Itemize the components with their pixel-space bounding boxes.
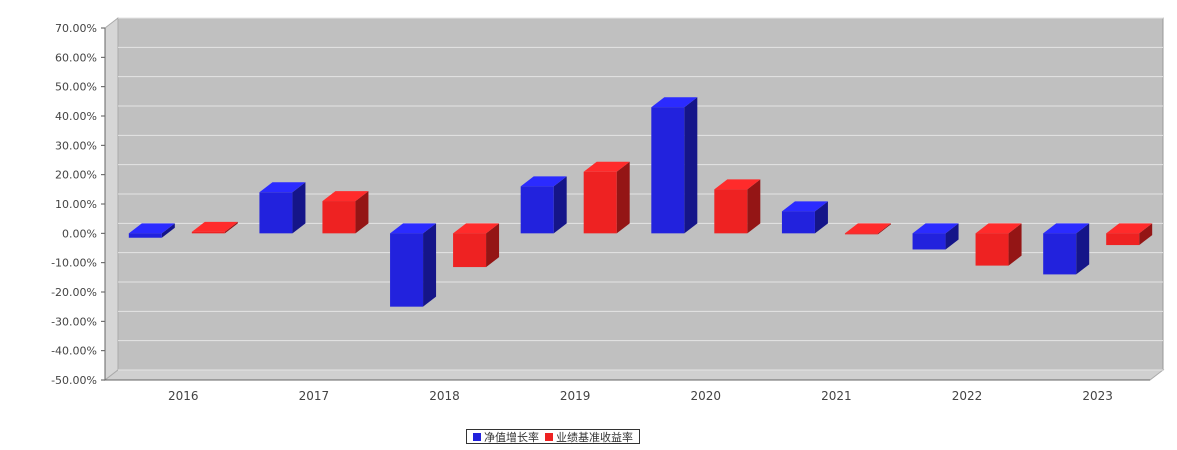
bar-top (1043, 223, 1090, 234)
y-tick-label: -20.00% (51, 286, 97, 299)
bar-side (877, 223, 891, 235)
bar-top (583, 161, 630, 172)
bar-top (714, 179, 761, 190)
plot-floor (103, 369, 1165, 381)
y-tick-label: 30.00% (55, 139, 97, 152)
bar-top (520, 176, 567, 187)
x-tick-label: 2016 (168, 389, 199, 403)
bar (390, 233, 424, 307)
bar-top (651, 97, 698, 108)
bar-side (423, 223, 437, 307)
y-tick-label: -30.00% (51, 315, 97, 328)
y-tick-label: -40.00% (51, 345, 97, 358)
bar (322, 201, 356, 234)
bar (781, 211, 815, 234)
bar-side (1076, 223, 1090, 275)
plot-left-wall (104, 16, 119, 382)
y-tick-label: 10.00% (55, 198, 97, 211)
legend-label-series-2: 业绩基准收益率 (556, 430, 633, 444)
y-tick-label: -10.00% (51, 257, 97, 270)
bar (1106, 233, 1140, 246)
bar (651, 107, 685, 234)
bar-side (1139, 223, 1153, 246)
x-tick-label: 2018 (429, 389, 460, 403)
legend-swatch-series-1 (473, 432, 481, 441)
bar-top (975, 223, 1022, 234)
bar-top (453, 223, 500, 234)
legend-swatch-series-2 (545, 432, 553, 441)
bar (844, 233, 878, 235)
bar-top (390, 223, 437, 234)
y-tick-label: -50.00% (51, 374, 97, 387)
bar (583, 171, 617, 234)
bar (453, 233, 487, 268)
bar-top (781, 201, 828, 212)
y-tick-label: 40.00% (55, 110, 97, 123)
bar (714, 189, 748, 234)
bar-side (747, 179, 761, 234)
bar-top (128, 223, 175, 234)
bar (128, 233, 162, 238)
bar-side (945, 223, 959, 250)
bar (191, 231, 225, 234)
bar-side (161, 223, 175, 238)
y-tick-label: 70.00% (55, 22, 97, 35)
x-tick-label: 2022 (952, 389, 983, 403)
bar-side (1008, 223, 1022, 266)
chart-legend: 净值增长率 业绩基准收益率 (466, 429, 640, 444)
bar-top (322, 191, 369, 202)
legend-item-series-1: 净值增长率 (473, 429, 539, 445)
bar (520, 186, 554, 234)
bar (975, 233, 1009, 266)
y-tick-label: 20.00% (55, 169, 97, 182)
bar-side (355, 191, 369, 234)
bar-side (553, 176, 567, 234)
legend-item-series-2: 业绩基准收益率 (545, 429, 633, 445)
bar-top (912, 223, 959, 234)
bar (912, 233, 946, 250)
x-tick-label: 2017 (299, 389, 330, 403)
bar (259, 192, 293, 234)
x-tick-label: 2020 (691, 389, 722, 403)
bar-side (684, 97, 698, 234)
bar-side (224, 221, 238, 234)
y-tick-label: 50.00% (55, 81, 97, 94)
x-tick-label: 2023 (1082, 389, 1113, 403)
bar (1043, 233, 1077, 275)
bar-side (486, 223, 500, 268)
bar-side (292, 182, 306, 234)
bar-top (259, 182, 306, 193)
y-tick-label: 0.00% (62, 227, 97, 240)
x-tick-label: 2019 (560, 389, 591, 403)
legend-label-series-1: 净值增长率 (484, 430, 539, 444)
bar-top (191, 221, 238, 232)
x-tick-label: 2021 (821, 389, 852, 403)
bar-top (844, 223, 891, 234)
bar-top (1106, 223, 1153, 234)
bar-side (616, 161, 630, 234)
y-tick-label: 60.00% (55, 51, 97, 64)
bar-side (814, 201, 828, 234)
